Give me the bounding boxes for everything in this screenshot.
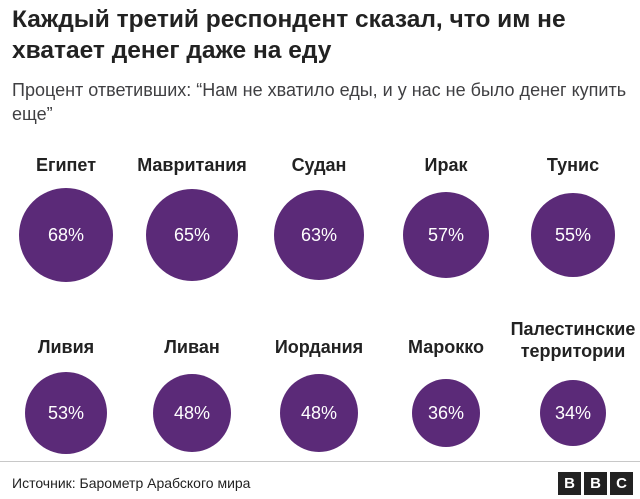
value-bubble: 36% — [411, 378, 481, 448]
value-bubble: 57% — [402, 191, 490, 279]
chart-subtitle: Процент ответивших: “Нам не хватило еды,… — [12, 80, 627, 124]
value-label: 68% — [47, 225, 85, 245]
source-note: Источник: Барометр Арабского мира — [12, 475, 251, 491]
value-label: 48% — [300, 402, 337, 423]
value-bubble: 34% — [539, 379, 607, 447]
country-label: Судан — [291, 155, 347, 175]
value-bubble: 48% — [152, 373, 232, 453]
bbc-logo-letter: B — [584, 472, 607, 495]
chart-title: Каждый третий респондент сказал, что им … — [12, 6, 566, 64]
country-label: Марокко — [408, 337, 484, 357]
country-label: Ливан — [164, 337, 220, 357]
source-divider — [0, 461, 640, 462]
value-bubble: 55% — [530, 192, 616, 278]
country-label: Египет — [35, 155, 97, 175]
value-label: 65% — [173, 224, 210, 245]
value-label: 55% — [554, 224, 591, 245]
value-label: 63% — [300, 224, 337, 245]
bbc-logo: B B C — [558, 472, 633, 495]
value-bubble: 68% — [19, 188, 113, 282]
value-label: 57% — [427, 224, 464, 245]
bbc-logo-letter: C — [610, 472, 633, 495]
value-bubble: 63% — [273, 189, 365, 281]
country-label: Иордания — [274, 337, 364, 357]
value-label: 48% — [173, 402, 210, 423]
value-bubble: 53% — [24, 371, 108, 455]
bbc-logo-letter: B — [558, 472, 581, 495]
value-bubble: 65% — [146, 189, 238, 281]
country-label: Ливия — [37, 337, 95, 357]
value-label: 53% — [47, 402, 84, 423]
country-label: Палестинские территории — [510, 319, 636, 361]
value-label: 36% — [427, 402, 464, 423]
value-bubble: 48% — [279, 373, 359, 453]
country-label: Тунис — [546, 155, 600, 175]
value-label: 34% — [554, 402, 591, 423]
country-label: Ирак — [424, 155, 468, 175]
country-label: Мавритания — [137, 155, 247, 175]
